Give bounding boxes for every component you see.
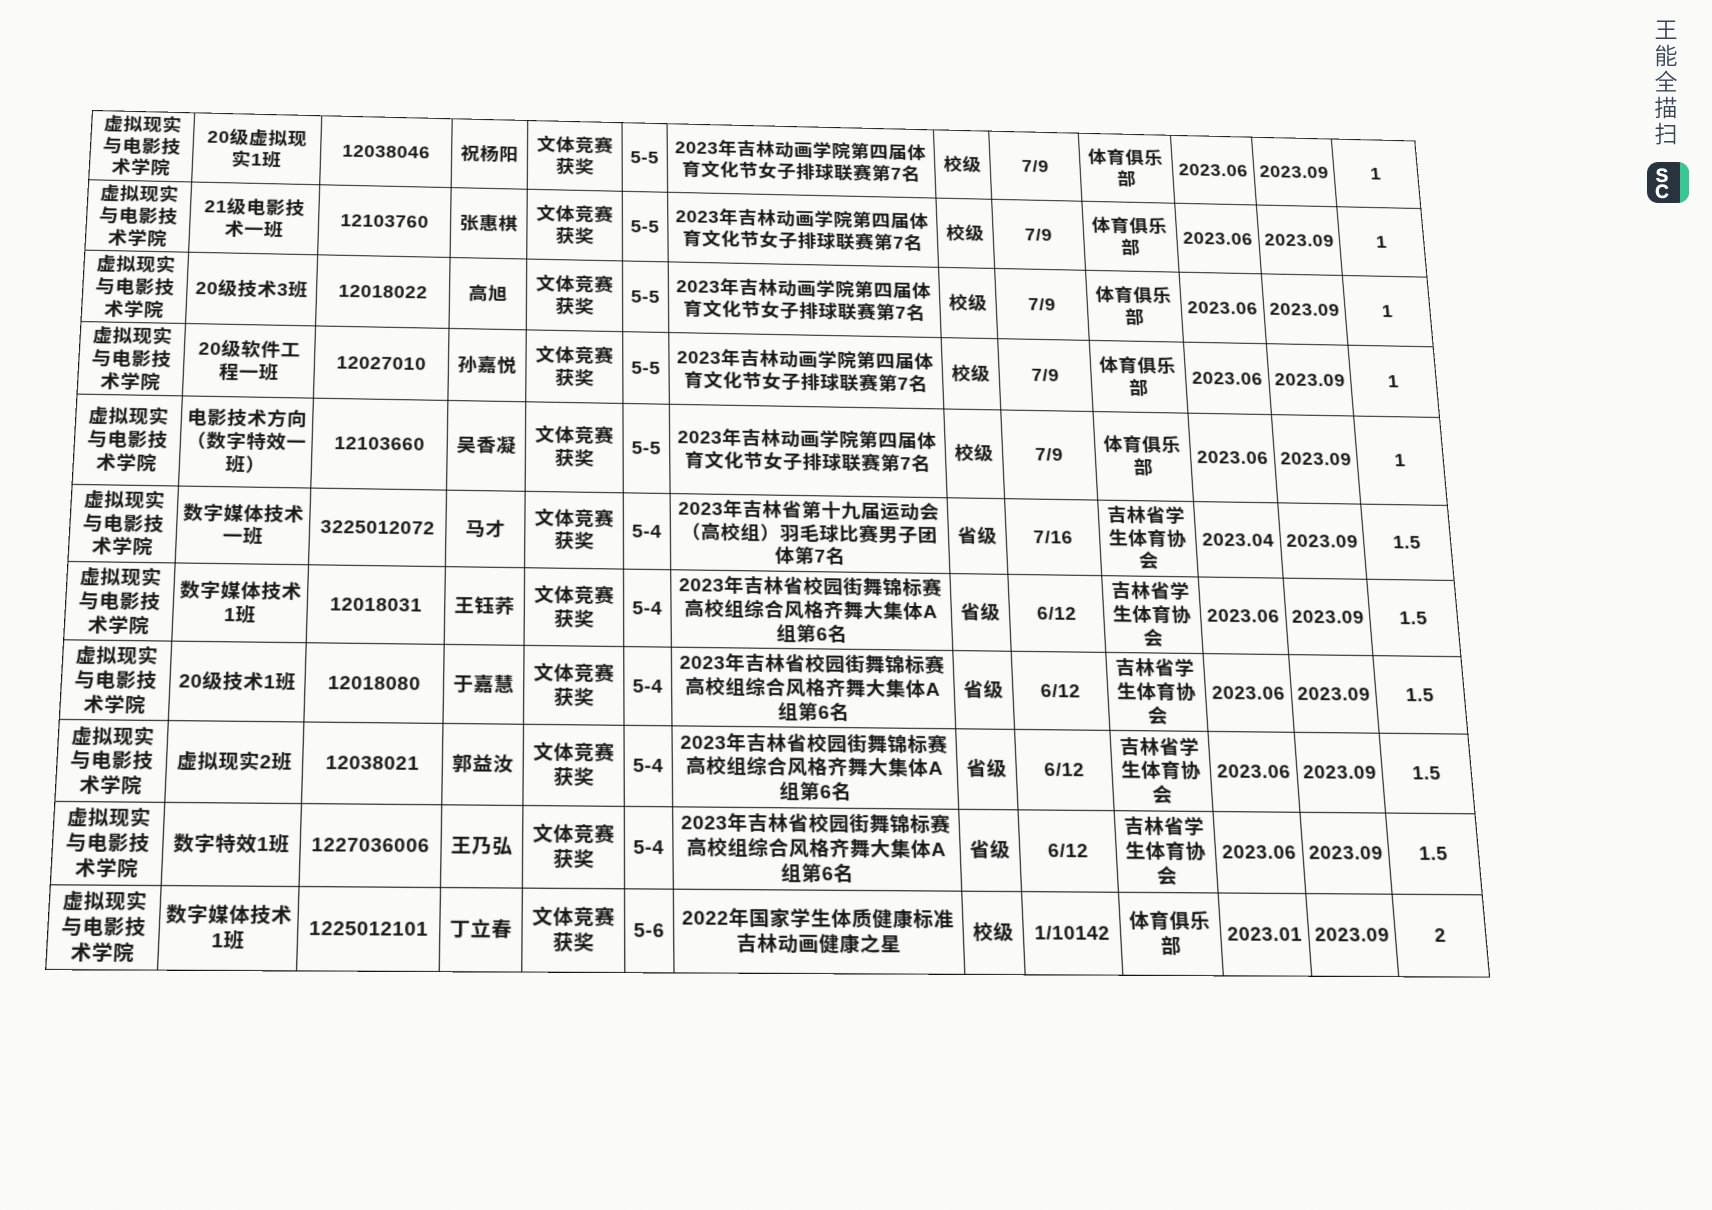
svg-text:C: C: [1655, 182, 1669, 203]
